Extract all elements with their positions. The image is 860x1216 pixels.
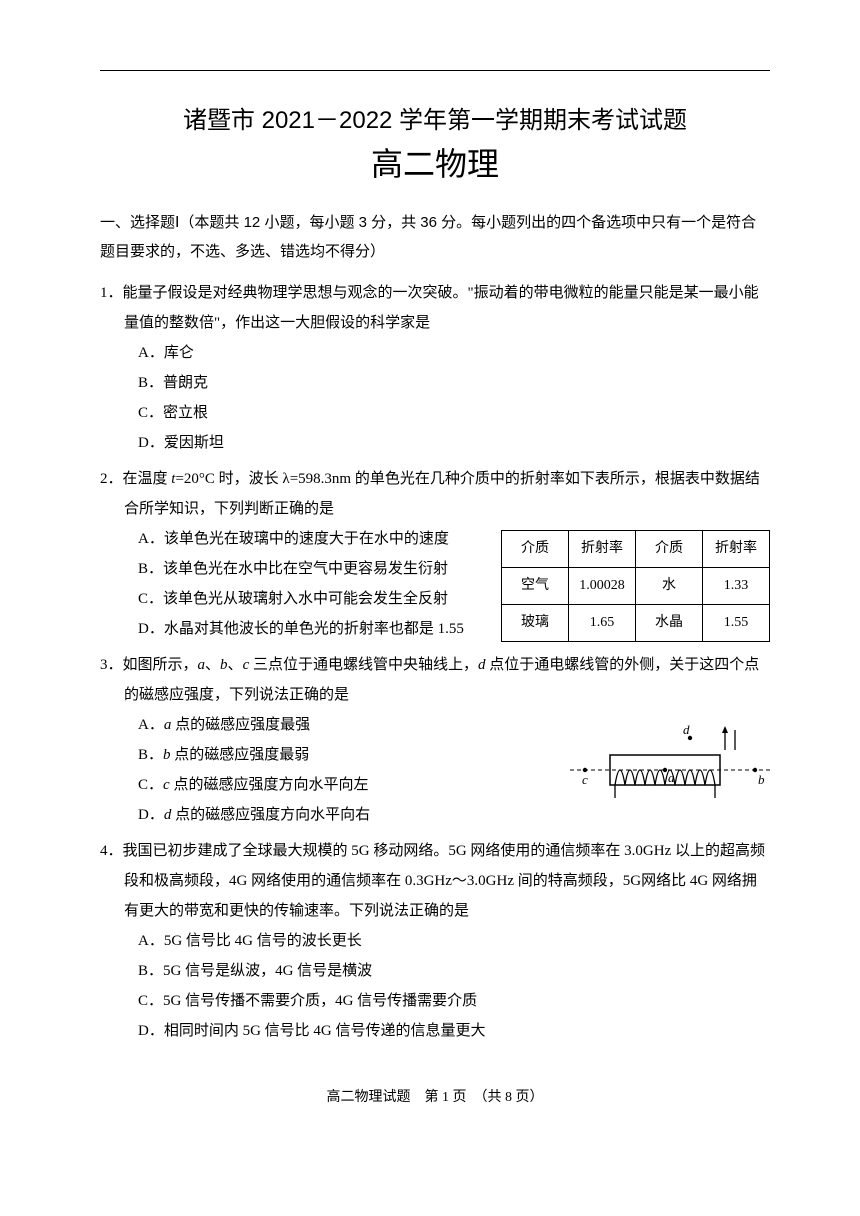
q2-option-a: A．该单色光在玻璃中的速度大于在水中的速度	[138, 524, 493, 554]
q1-option-d: D．爱因斯坦	[138, 428, 770, 458]
fig-label-d: d	[683, 722, 690, 737]
question-4: 4．我国已初步建成了全球最大规模的 5G 移动网络。5G 网络使用的通信频率在 …	[100, 836, 770, 1046]
q2-pre: 在温度	[123, 471, 172, 487]
section-1-header: 一、选择题Ⅰ（本题共 12 小题，每小题 3 分，共 36 分。每小题列出的四个…	[100, 209, 770, 266]
q4-option-a: A．5G 信号比 4G 信号的波长更长	[138, 926, 770, 956]
cell: 水晶	[636, 605, 703, 642]
exam-title-line1: 诸暨市 2021－2022 学年第一学期期末考试试题	[100, 100, 770, 135]
page-footer: 高二物理试题 第 1 页 （共 8 页）	[100, 1086, 770, 1106]
q3b-pre: B．	[138, 747, 163, 763]
q1-option-c: C．密立根	[138, 398, 770, 428]
cell: 1.55	[703, 605, 770, 642]
q3-option-c: C．c 点的磁感应强度方向水平向左	[138, 770, 562, 800]
exam-page: 诸暨市 2021－2022 学年第一学期期末考试试题 高二物理 一、选择题Ⅰ（本…	[0, 0, 860, 1146]
question-1: 1．能量子假设是对经典物理学思想与观念的一次突破。"振动着的带电微粒的能量只能是…	[100, 278, 770, 458]
q3a-pre: A．	[138, 717, 164, 733]
table-row: 玻璃 1.65 水晶 1.55	[502, 605, 770, 642]
solenoid-figure: c a b d	[570, 720, 770, 811]
q3-num: 3．	[100, 657, 123, 673]
question-2: 2．在温度 t=20°C 时，波长 λ=598.3nm 的单色光在几种介质中的折…	[100, 464, 770, 644]
q3c-var: c	[163, 777, 170, 793]
q3-m1: 三点位于通电螺线管中央轴线上，	[249, 657, 478, 673]
fig-label-b: b	[758, 772, 765, 787]
q1-text: 能量子假设是对经典物理学思想与观念的一次突破。"振动着的带电微粒的能量只能是某一…	[123, 285, 759, 331]
q4-option-c: C．5G 信号传播不需要介质，4G 信号传播需要介质	[138, 986, 770, 1016]
question-3-stem: 3．如图所示，a、b、c 三点位于通电螺线管中央轴线上，d 点位于通电螺线管的外…	[100, 650, 770, 710]
q3c-post: 点的磁感应强度方向水平向左	[170, 777, 369, 793]
q3-var-b: b	[220, 657, 228, 673]
q2-option-d: D．水晶对其他波长的单色光的折射率也都是 1.55	[138, 614, 493, 644]
q4-num: 4．	[100, 843, 123, 859]
question-4-options: A．5G 信号比 4G 信号的波长更长 B．5G 信号是纵波，4G 信号是横波 …	[100, 926, 770, 1046]
cell: 玻璃	[502, 605, 569, 642]
cell: 1.00028	[569, 568, 636, 605]
q3-var-d: d	[478, 657, 486, 673]
question-4-stem: 4．我国已初步建成了全球最大规模的 5G 移动网络。5G 网络使用的通信频率在 …	[100, 836, 770, 926]
cell: 水	[636, 568, 703, 605]
refraction-table: 介质 折射率 介质 折射率 空气 1.00028 水 1.33 玻璃 1.65 …	[501, 530, 770, 642]
q1-option-a: A．库仑	[138, 338, 770, 368]
top-rule	[100, 70, 770, 71]
exam-title-line2: 高二物理	[100, 139, 770, 185]
q3b-var: b	[163, 747, 171, 763]
table-row: 空气 1.00028 水 1.33	[502, 568, 770, 605]
q3-option-a: A．a 点的磁感应强度最强	[138, 710, 562, 740]
q2-option-b: B．该单色光在水中比在空气中更容易发生衍射	[138, 554, 493, 584]
question-2-options: A．该单色光在玻璃中的速度大于在水中的速度 B．该单色光在水中比在空气中更容易发…	[100, 524, 493, 644]
th-medium1: 介质	[502, 531, 569, 568]
question-1-options: A．库仑 B．普朗克 C．密立根 D．爱因斯坦	[100, 338, 770, 458]
cell: 1.33	[703, 568, 770, 605]
table-row: 介质 折射率 介质 折射率	[502, 531, 770, 568]
q2-option-c: C．该单色光从玻璃射入水中可能会发生全反射	[138, 584, 493, 614]
q3-option-d: D．d 点的磁感应强度方向水平向右	[138, 800, 562, 830]
q2-mid: =20°C 时，波长 λ=598.3nm 的单色光在几种介质中的折射率如下表所示…	[124, 471, 760, 517]
q1-option-b: B．普朗克	[138, 368, 770, 398]
q3d-pre: D．	[138, 807, 164, 823]
cell: 空气	[502, 568, 569, 605]
question-2-stem: 2．在温度 t=20°C 时，波长 λ=598.3nm 的单色光在几种介质中的折…	[100, 464, 770, 524]
q3-s1: 、	[205, 657, 220, 673]
q3d-post: 点的磁感应强度方向水平向右	[171, 807, 370, 823]
q4-option-d: D．相同时间内 5G 信号比 4G 信号传递的信息量更大	[138, 1016, 770, 1046]
th-medium2: 介质	[636, 531, 703, 568]
question-1-stem: 1．能量子假设是对经典物理学思想与观念的一次突破。"振动着的带电微粒的能量只能是…	[100, 278, 770, 338]
q3-var-a: a	[198, 657, 206, 673]
q4-option-b: B．5G 信号是纵波，4G 信号是横波	[138, 956, 770, 986]
th-index2: 折射率	[703, 531, 770, 568]
q3-pre: 如图所示，	[123, 657, 198, 673]
fig-label-a: a	[668, 770, 675, 785]
q3a-post: 点的磁感应强度最强	[171, 717, 310, 733]
q3c-pre: C．	[138, 777, 163, 793]
q4-text: 我国已初步建成了全球最大规模的 5G 移动网络。5G 网络使用的通信频率在 3.…	[123, 843, 766, 919]
q3-option-b: B．b 点的磁感应强度最弱	[138, 740, 562, 770]
fig-label-c: c	[582, 772, 588, 787]
cell: 1.65	[569, 605, 636, 642]
th-index1: 折射率	[569, 531, 636, 568]
section-1-label: 一、选择题Ⅰ（本题共 12 小题，每小题 3 分，共 36 分。每小题列出的四个…	[100, 214, 756, 260]
q3b-post: 点的磁感应强度最弱	[171, 747, 310, 763]
question-3-options: A．a 点的磁感应强度最强 B．b 点的磁感应强度最弱 C．c 点的磁感应强度方…	[100, 710, 562, 830]
question-3: 3．如图所示，a、b、c 三点位于通电螺线管中央轴线上，d 点位于通电螺线管的外…	[100, 650, 770, 830]
q2-num: 2．	[100, 471, 123, 487]
q3-s2: 、	[228, 657, 243, 673]
q1-num: 1．	[100, 285, 123, 301]
